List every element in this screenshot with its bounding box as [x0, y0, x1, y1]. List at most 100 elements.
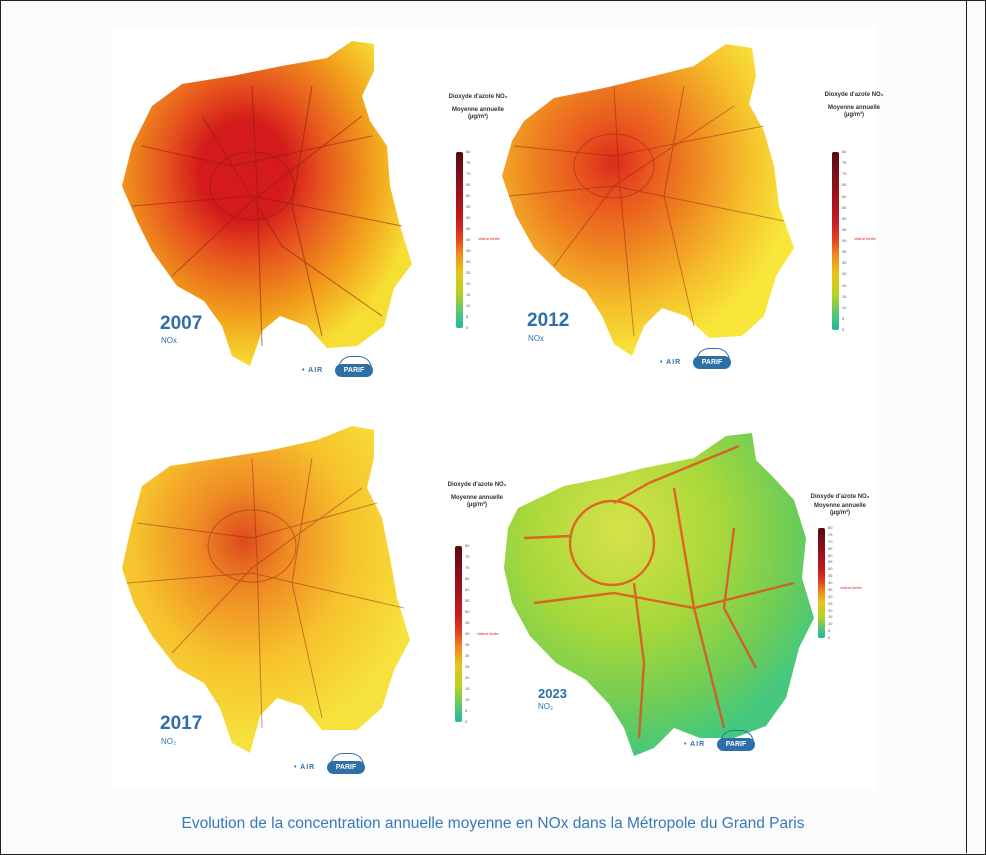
legend-tick-label: 65 — [842, 182, 847, 188]
legend-tick-label: 30 — [828, 593, 833, 599]
legend-title: Dioxyde d'azote NO₂ — [810, 494, 870, 500]
legend-tick-label: 80 — [842, 149, 847, 154]
legend-tick-label: 40 — [842, 238, 847, 243]
airparif-logo: • AIR PARIF — [294, 753, 374, 783]
legend-tick-label: 20 — [466, 281, 471, 286]
legend-tick-label: 5 — [828, 628, 831, 634]
figure-caption: Evolution de la concentration annuelle m… — [181, 815, 805, 832]
legend-tick-label: 65 — [828, 545, 833, 551]
legend-color-bar — [456, 152, 463, 328]
legend-tick-label: 35 — [842, 249, 847, 255]
legend-tick-label: 65 — [465, 576, 470, 581]
legend-tick-label: 60 — [466, 193, 471, 198]
pollutant-label: NO₂ — [538, 702, 554, 711]
window-border — [966, 0, 967, 853]
map-2012 — [502, 44, 794, 356]
airparif-logo: • AIR PARIF — [302, 356, 382, 386]
legend-tick-label: 45 — [828, 573, 833, 579]
legend-tick-label: 5 — [465, 708, 468, 713]
logo-prefix: • AIR — [660, 359, 682, 366]
legend-tick-label: 70 — [828, 538, 833, 544]
legend-tick-label: 70 — [842, 171, 847, 177]
airparif-logo: • AIR PARIF — [684, 730, 764, 760]
legend-tick-label: 25 — [465, 664, 470, 669]
legend-limit-label: Valeur limite — [854, 236, 876, 241]
logo-wordmark: PARIF — [335, 364, 373, 377]
region-shape — [122, 426, 410, 753]
maps-panel: 2007 NOx Dioxyde d'azote NO₂ Moyenne ann… — [112, 26, 883, 790]
legend-tick-label: 45 — [465, 620, 470, 625]
legend-tick-label: 0 — [465, 719, 468, 724]
road-network — [508, 85, 785, 337]
legend-tick-label: 55 — [828, 559, 833, 565]
legend-limit-label: Valeur limite — [477, 631, 499, 636]
legend-tick-label: 50 — [842, 215, 847, 221]
legend-tick-label: 80 — [828, 525, 833, 530]
color-legend: Dioxyde d'azote NO₂ Moyenne annuelle (µg… — [447, 482, 507, 724]
legend-subtitle: Moyenne annuelle (µg/m³) — [450, 495, 503, 508]
map-year-label: 2012 — [527, 310, 570, 331]
legend-tick-label: 25 — [466, 270, 471, 275]
legend-tick-label: 50 — [465, 609, 470, 614]
legend-tick-label: 10 — [465, 697, 470, 702]
legend-tick-label: 30 — [842, 260, 847, 266]
legend-color-bar — [818, 528, 825, 638]
legend-tick-label: 35 — [828, 586, 833, 592]
legend-tick-label: 5 — [842, 315, 845, 321]
legend-tick-label: 40 — [465, 631, 470, 636]
legend-tick-label: 75 — [842, 160, 847, 166]
logo-wordmark: PARIF — [327, 761, 365, 774]
legend-tick-label: 35 — [465, 642, 470, 647]
map-year-label: 2023 — [538, 686, 567, 701]
legend-tick-label: 10 — [466, 303, 471, 308]
legend-tick-label: 30 — [466, 259, 471, 264]
legend-tick-label: 5 — [466, 314, 469, 319]
legend-tick-label: 10 — [842, 304, 847, 310]
legend-tick-label: 75 — [465, 554, 470, 559]
legend-color-bar — [832, 152, 839, 330]
legend-tick-label: 60 — [465, 587, 470, 592]
pollutant-label: NOx — [528, 334, 544, 343]
legend-tick-label: 60 — [828, 552, 833, 558]
legend-tick-label: 15 — [465, 686, 470, 691]
color-legend: Dioxyde d'azote NO₂ Moyenne annuelle (µg… — [824, 92, 884, 332]
legend-tick-label: 0 — [828, 635, 831, 640]
map-panel-2007: 2007 NOx Dioxyde d'azote NO₂ Moyenne ann… — [112, 26, 507, 408]
legend-tick-label: 40 — [828, 580, 833, 585]
legend-tick-label: 0 — [842, 327, 845, 332]
legend-tick-label: 15 — [828, 614, 833, 620]
legend-tick-label: 25 — [828, 600, 833, 606]
legend-tick-label: 80 — [466, 149, 471, 154]
legend-tick-label: 80 — [465, 543, 470, 548]
legend-tick-label: 75 — [466, 160, 471, 165]
road-network — [131, 85, 403, 347]
legend-tick-label: 25 — [842, 271, 847, 277]
legend-subtitle: Moyenne annuelle (µg/m³) — [451, 107, 504, 120]
legend-tick-label: 65 — [466, 182, 471, 187]
legend-tick-label: 20 — [465, 675, 470, 680]
legend-tick-label: 70 — [465, 565, 470, 570]
legend-color-bar — [455, 546, 462, 722]
logo-prefix: • AIR — [302, 367, 324, 374]
road-network — [523, 444, 795, 739]
legend-tick-label: 40 — [466, 237, 471, 242]
logo-prefix: • AIR — [294, 764, 316, 771]
region-shape — [502, 44, 794, 356]
legend-tick-label: 50 — [466, 215, 471, 220]
pollutant-label: NOx — [161, 336, 177, 345]
legend-tick-label: 20 — [842, 282, 847, 288]
road-network — [126, 457, 405, 729]
logo-prefix: • AIR — [684, 741, 706, 748]
color-legend: Dioxyde d'azote NO₂ Moyenne annuelle (µg… — [448, 94, 508, 330]
map-panel-2012: 2012 NOx Dioxyde d'azote NO₂ Moyenne ann… — [494, 26, 883, 408]
legend-subtitle: Moyenne annuelle (µg/m³) — [827, 105, 880, 118]
logo-wordmark: PARIF — [693, 356, 731, 369]
legend-tick-label: 60 — [842, 193, 847, 199]
legend-tick-label: 55 — [842, 204, 847, 210]
legend-limit-label: Valeur limite — [478, 236, 500, 241]
legend-tick-label: 50 — [828, 566, 833, 572]
color-legend: Dioxyde d'azote NO₂ Moyenne annuelle (µg… — [810, 494, 870, 694]
map-panel-2023: 2023 NO₂ Dioxyde d'azote NO₂ Moyenne ann… — [494, 408, 876, 790]
map-panel-2017: 2017 NO₂ Dioxyde d'azote NO₂ Moyenne ann… — [112, 408, 506, 790]
legend-tick-label: 70 — [466, 171, 471, 176]
